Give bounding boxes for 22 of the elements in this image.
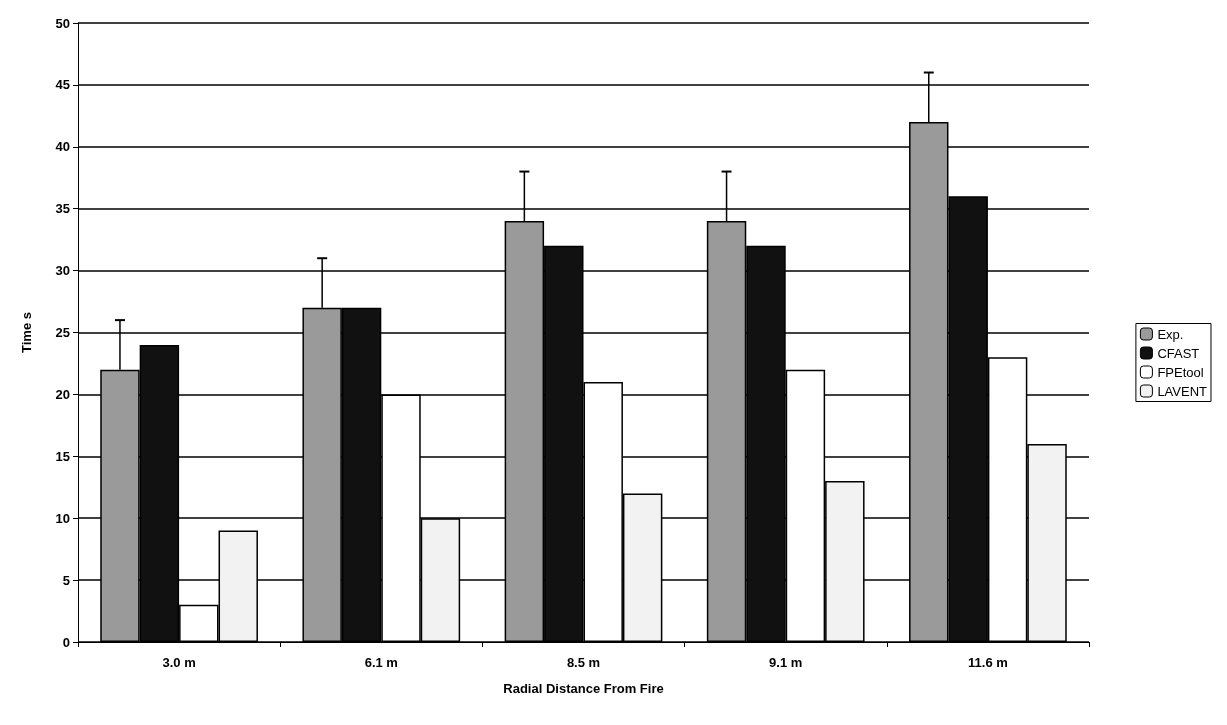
x-tick-label: 9.1 m xyxy=(769,655,803,670)
y-tick-label: 35 xyxy=(55,201,70,217)
y-tick-label: 50 xyxy=(55,15,70,31)
y-tick-label: 5 xyxy=(62,572,70,588)
y-tick-label: 25 xyxy=(55,325,70,340)
y-tick-label: 15 xyxy=(55,448,70,464)
y-tick-label: 0 xyxy=(62,634,70,650)
legend-label: Exp. xyxy=(1157,326,1184,342)
y-tick-label: 45 xyxy=(55,77,70,93)
x-tick-label: 8.5 m xyxy=(566,655,601,670)
y-tick-label: 40 xyxy=(55,139,70,155)
x-tick-label: 11.6 m xyxy=(968,655,1008,670)
legend-label: FPEtool xyxy=(1157,364,1204,380)
y-tick-label: 30 xyxy=(55,263,70,279)
x-tick-label: 3.0 m xyxy=(162,655,196,670)
legend-label: CFAST xyxy=(1157,345,1200,361)
legend-label: LAVENT xyxy=(1157,383,1208,399)
x-tick-label: 6.1 m xyxy=(364,655,398,670)
x-axis-title: Radial Distance From Fire xyxy=(503,681,664,696)
y-tick-label: 20 xyxy=(55,386,70,402)
y-axis-title: Time s xyxy=(19,312,34,353)
y-tick-label: 10 xyxy=(55,510,70,526)
